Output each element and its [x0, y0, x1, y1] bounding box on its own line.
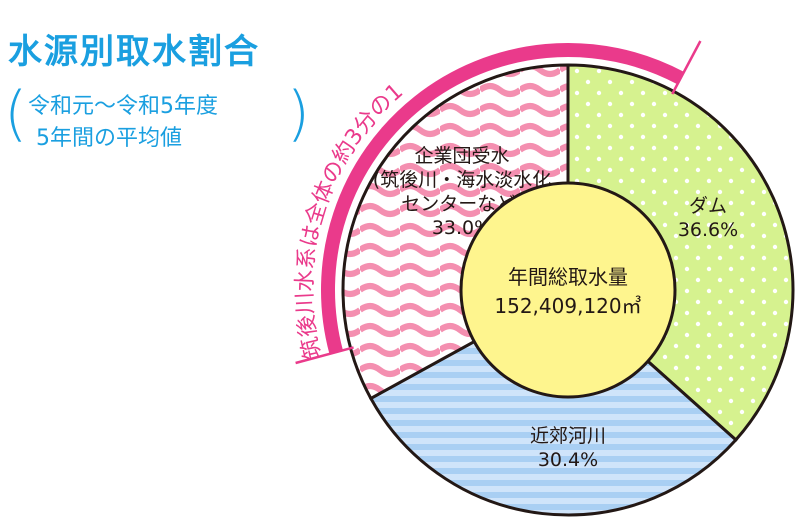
- label-nearby-rivers: 近郊河川 30.4%: [530, 425, 606, 471]
- label-dam: ダム 36.6%: [678, 195, 738, 241]
- slice-value-label: 36.6%: [678, 219, 738, 241]
- chart-title: 水源別取水割合: [8, 32, 260, 72]
- slice-name-label: ダム: [689, 195, 727, 217]
- right-parenthesis: ): [286, 79, 310, 149]
- slice-labels: ダム 36.6%近郊河川 30.4%企業団受水(筑後川・海水淡水化センターなど) 33…: [373, 145, 738, 471]
- slice-name-label: センターなど): [401, 193, 522, 215]
- center-value: 152,409,120㎥: [494, 294, 641, 318]
- center-circle: [459, 181, 677, 399]
- slice-name-label: 企業団受水: [414, 145, 509, 167]
- center-label: 年間総取水量: [508, 265, 628, 289]
- slice-nearby-rivers: [368, 288, 738, 517]
- slice-value-label: 30.4%: [538, 449, 598, 471]
- period-line-2: 5年間の平均値: [36, 126, 182, 151]
- slice-name-label: 近郊河川: [530, 425, 606, 447]
- left-parenthesis: (: [4, 79, 28, 149]
- period-note: ( 令和元〜令和5年度 5年間の平均値 ): [4, 79, 310, 164]
- subset-arc-tick-start: [295, 346, 354, 365]
- subset-arc: [321, 43, 684, 354]
- slice-dam: [566, 63, 795, 442]
- subset-arc-tick-end: [671, 40, 702, 95]
- period-line-1: 令和元〜令和5年度: [28, 94, 218, 119]
- slice-name-label: (筑後川・海水淡水化: [373, 169, 551, 191]
